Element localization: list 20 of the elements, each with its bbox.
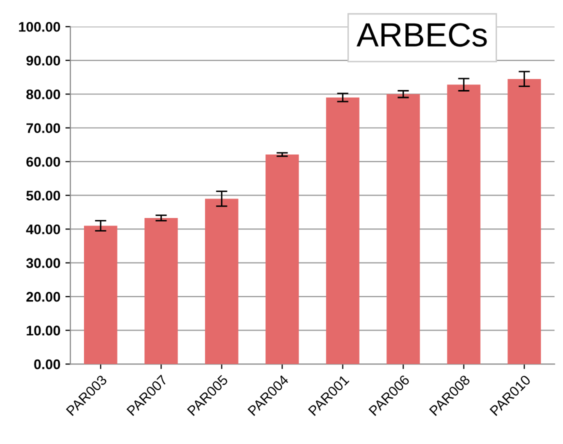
chart-title: ARBECs (356, 23, 487, 47)
y-tick-label: 80.00 (26, 89, 60, 100)
y-tick-label: 90.00 (26, 56, 60, 66)
y-tick-label: 100.00 (19, 22, 60, 32)
bar (84, 226, 118, 364)
bar (508, 78, 541, 364)
bar (326, 98, 360, 364)
bar (205, 198, 238, 364)
y-tick-label: 20.00 (26, 292, 60, 302)
bar (266, 154, 299, 364)
y-tick-label: 10.00 (26, 326, 60, 336)
y-tick-label: 30.00 (26, 258, 60, 268)
y-tick-label: 0.00 (34, 359, 60, 370)
bar (447, 84, 480, 364)
y-tick-label: 40.00 (26, 224, 60, 234)
y-tick-label: 60.00 (26, 156, 60, 167)
bar (386, 94, 420, 364)
bar (144, 218, 178, 364)
y-tick-label: 70.00 (26, 123, 60, 134)
y-tick-label: 50.00 (26, 190, 60, 201)
